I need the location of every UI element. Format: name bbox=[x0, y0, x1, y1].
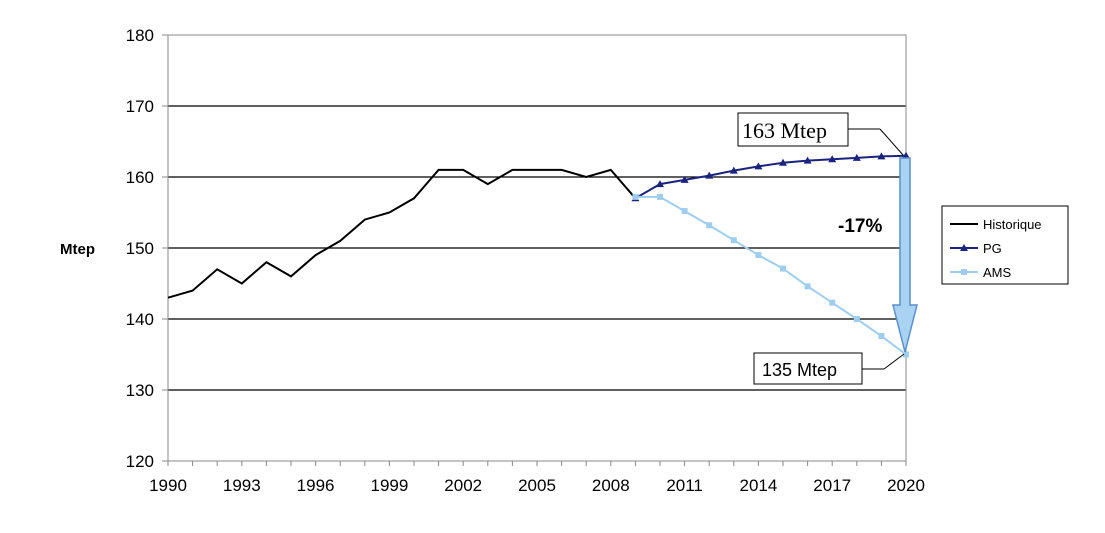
series-historique bbox=[167, 168, 637, 299]
data-point bbox=[852, 153, 861, 161]
data-point bbox=[779, 158, 787, 166]
legend-label: AMS bbox=[983, 265, 1012, 280]
x-tick-label: 1996 bbox=[297, 476, 335, 495]
data-point bbox=[902, 151, 910, 159]
series-ams bbox=[632, 193, 909, 358]
x-tick-label: 2002 bbox=[444, 476, 482, 495]
reduction-arrow bbox=[892, 157, 918, 353]
data-point bbox=[877, 152, 886, 160]
y-tick-label: 180 bbox=[126, 26, 154, 45]
y-tick-label: 170 bbox=[126, 97, 154, 116]
data-point bbox=[755, 252, 762, 259]
callout-163: 163 Mtep bbox=[737, 112, 904, 156]
y-tick-label: 160 bbox=[126, 168, 154, 187]
x-tick-label: 1999 bbox=[370, 476, 408, 495]
x-tick-label: 2020 bbox=[887, 476, 925, 495]
y-tick-label: 120 bbox=[126, 452, 154, 471]
callout-163-label: 163 Mtep bbox=[742, 118, 827, 143]
data-point bbox=[632, 193, 639, 200]
legend-label: PG bbox=[983, 241, 1002, 256]
series-line bbox=[635, 195, 907, 356]
reduction-percent-label: -17% bbox=[838, 216, 882, 237]
data-point bbox=[961, 269, 967, 275]
grid-lines bbox=[168, 105, 906, 391]
data-point bbox=[729, 166, 738, 174]
data-point bbox=[803, 156, 812, 164]
y-tick-label: 150 bbox=[126, 239, 154, 258]
x-tick-label: 2008 bbox=[592, 476, 630, 495]
data-point bbox=[754, 162, 763, 170]
data-point bbox=[730, 237, 737, 244]
y-tick-label: 140 bbox=[126, 310, 154, 329]
data-point bbox=[828, 155, 837, 163]
data-point bbox=[706, 222, 713, 229]
data-point bbox=[780, 265, 786, 272]
callout-135-label: 135 Mtep bbox=[762, 360, 837, 380]
x-tick-label: 2014 bbox=[739, 476, 777, 495]
data-point bbox=[829, 299, 836, 306]
x-tick-label: 2011 bbox=[666, 476, 703, 495]
series-group bbox=[167, 151, 910, 358]
y-tick-label: 130 bbox=[126, 381, 154, 400]
data-point bbox=[853, 316, 860, 322]
data-point bbox=[657, 193, 663, 200]
x-tick-label: 1993 bbox=[223, 476, 261, 495]
callout-135: 135 Mtep bbox=[753, 352, 905, 385]
data-point bbox=[705, 171, 714, 179]
series-line bbox=[167, 168, 637, 299]
legend: Historique PG AMS bbox=[941, 205, 1069, 285]
x-tick-label: 2017 bbox=[813, 476, 851, 495]
data-point bbox=[681, 208, 688, 215]
x-axis-ticks: 1990 1993 1996 1999 2002 2005 2008 2011 2014 2017… bbox=[149, 461, 925, 495]
data-point bbox=[960, 244, 968, 251]
legend-label: Historique bbox=[983, 217, 1042, 232]
data-point bbox=[680, 175, 689, 183]
x-tick-label: 1990 bbox=[149, 476, 187, 495]
y-axis-label: Mtep bbox=[60, 241, 95, 258]
data-point bbox=[804, 283, 811, 290]
y-axis-ticks: 120 130 140 150 160 170 180 bbox=[126, 26, 168, 471]
x-tick-label: 2005 bbox=[518, 476, 556, 495]
series-line bbox=[634, 154, 907, 200]
data-point bbox=[878, 333, 885, 340]
data-point bbox=[656, 180, 664, 188]
data-point bbox=[903, 351, 909, 358]
